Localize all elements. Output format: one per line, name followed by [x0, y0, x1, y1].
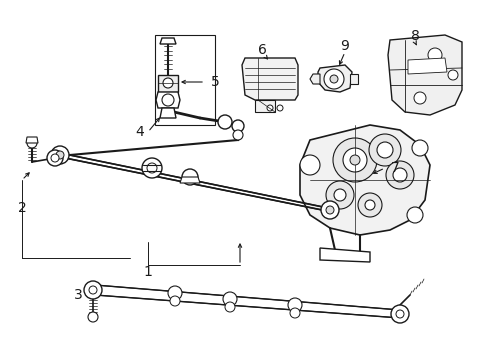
- Circle shape: [232, 130, 243, 140]
- Circle shape: [299, 155, 319, 175]
- Circle shape: [168, 286, 182, 300]
- Polygon shape: [55, 152, 331, 212]
- Polygon shape: [407, 58, 446, 74]
- Polygon shape: [156, 92, 180, 108]
- Circle shape: [357, 193, 381, 217]
- Polygon shape: [158, 75, 178, 92]
- Circle shape: [84, 281, 102, 299]
- Circle shape: [218, 115, 231, 129]
- Circle shape: [163, 78, 173, 88]
- Polygon shape: [254, 100, 274, 112]
- Circle shape: [162, 94, 174, 106]
- Circle shape: [170, 296, 180, 306]
- Circle shape: [287, 298, 302, 312]
- Circle shape: [329, 75, 337, 83]
- Text: 5: 5: [210, 75, 219, 89]
- Circle shape: [406, 207, 422, 223]
- Text: 1: 1: [143, 265, 152, 279]
- Circle shape: [427, 48, 441, 62]
- Text: 4: 4: [135, 125, 144, 139]
- Polygon shape: [349, 74, 357, 84]
- Circle shape: [447, 70, 457, 80]
- Circle shape: [27, 138, 37, 148]
- Circle shape: [385, 161, 413, 189]
- Circle shape: [392, 168, 406, 182]
- Circle shape: [147, 163, 157, 173]
- Circle shape: [332, 138, 376, 182]
- Circle shape: [289, 308, 299, 318]
- Circle shape: [364, 200, 374, 210]
- Circle shape: [224, 302, 235, 312]
- Circle shape: [88, 312, 98, 322]
- Circle shape: [89, 286, 97, 294]
- Circle shape: [276, 105, 283, 111]
- Polygon shape: [319, 248, 369, 262]
- Polygon shape: [387, 35, 461, 115]
- Circle shape: [411, 140, 427, 156]
- Circle shape: [395, 310, 403, 318]
- Text: 2: 2: [18, 201, 26, 215]
- Text: 6: 6: [257, 43, 266, 57]
- Text: 3: 3: [74, 288, 82, 302]
- Circle shape: [51, 146, 69, 164]
- Circle shape: [325, 181, 353, 209]
- Text: 8: 8: [410, 29, 419, 43]
- Circle shape: [390, 305, 408, 323]
- Circle shape: [333, 189, 346, 201]
- Circle shape: [349, 155, 359, 165]
- Circle shape: [320, 201, 338, 219]
- Circle shape: [324, 69, 343, 89]
- Circle shape: [56, 151, 64, 159]
- Polygon shape: [180, 177, 200, 183]
- Polygon shape: [299, 125, 429, 235]
- Text: 9: 9: [340, 39, 349, 53]
- Polygon shape: [317, 65, 351, 92]
- Bar: [155, 35, 215, 125]
- Circle shape: [266, 105, 272, 111]
- Circle shape: [376, 142, 392, 158]
- Circle shape: [223, 292, 237, 306]
- Polygon shape: [242, 58, 297, 100]
- Circle shape: [142, 158, 162, 178]
- Polygon shape: [95, 285, 399, 318]
- Circle shape: [325, 206, 333, 214]
- Polygon shape: [26, 137, 38, 143]
- Circle shape: [47, 150, 63, 166]
- Circle shape: [342, 148, 366, 172]
- Circle shape: [182, 169, 198, 185]
- Circle shape: [368, 134, 400, 166]
- Text: 7: 7: [390, 161, 399, 175]
- Circle shape: [413, 92, 425, 104]
- Circle shape: [231, 120, 244, 132]
- Circle shape: [51, 154, 59, 162]
- Polygon shape: [160, 38, 176, 44]
- Polygon shape: [309, 74, 319, 84]
- Polygon shape: [160, 108, 176, 118]
